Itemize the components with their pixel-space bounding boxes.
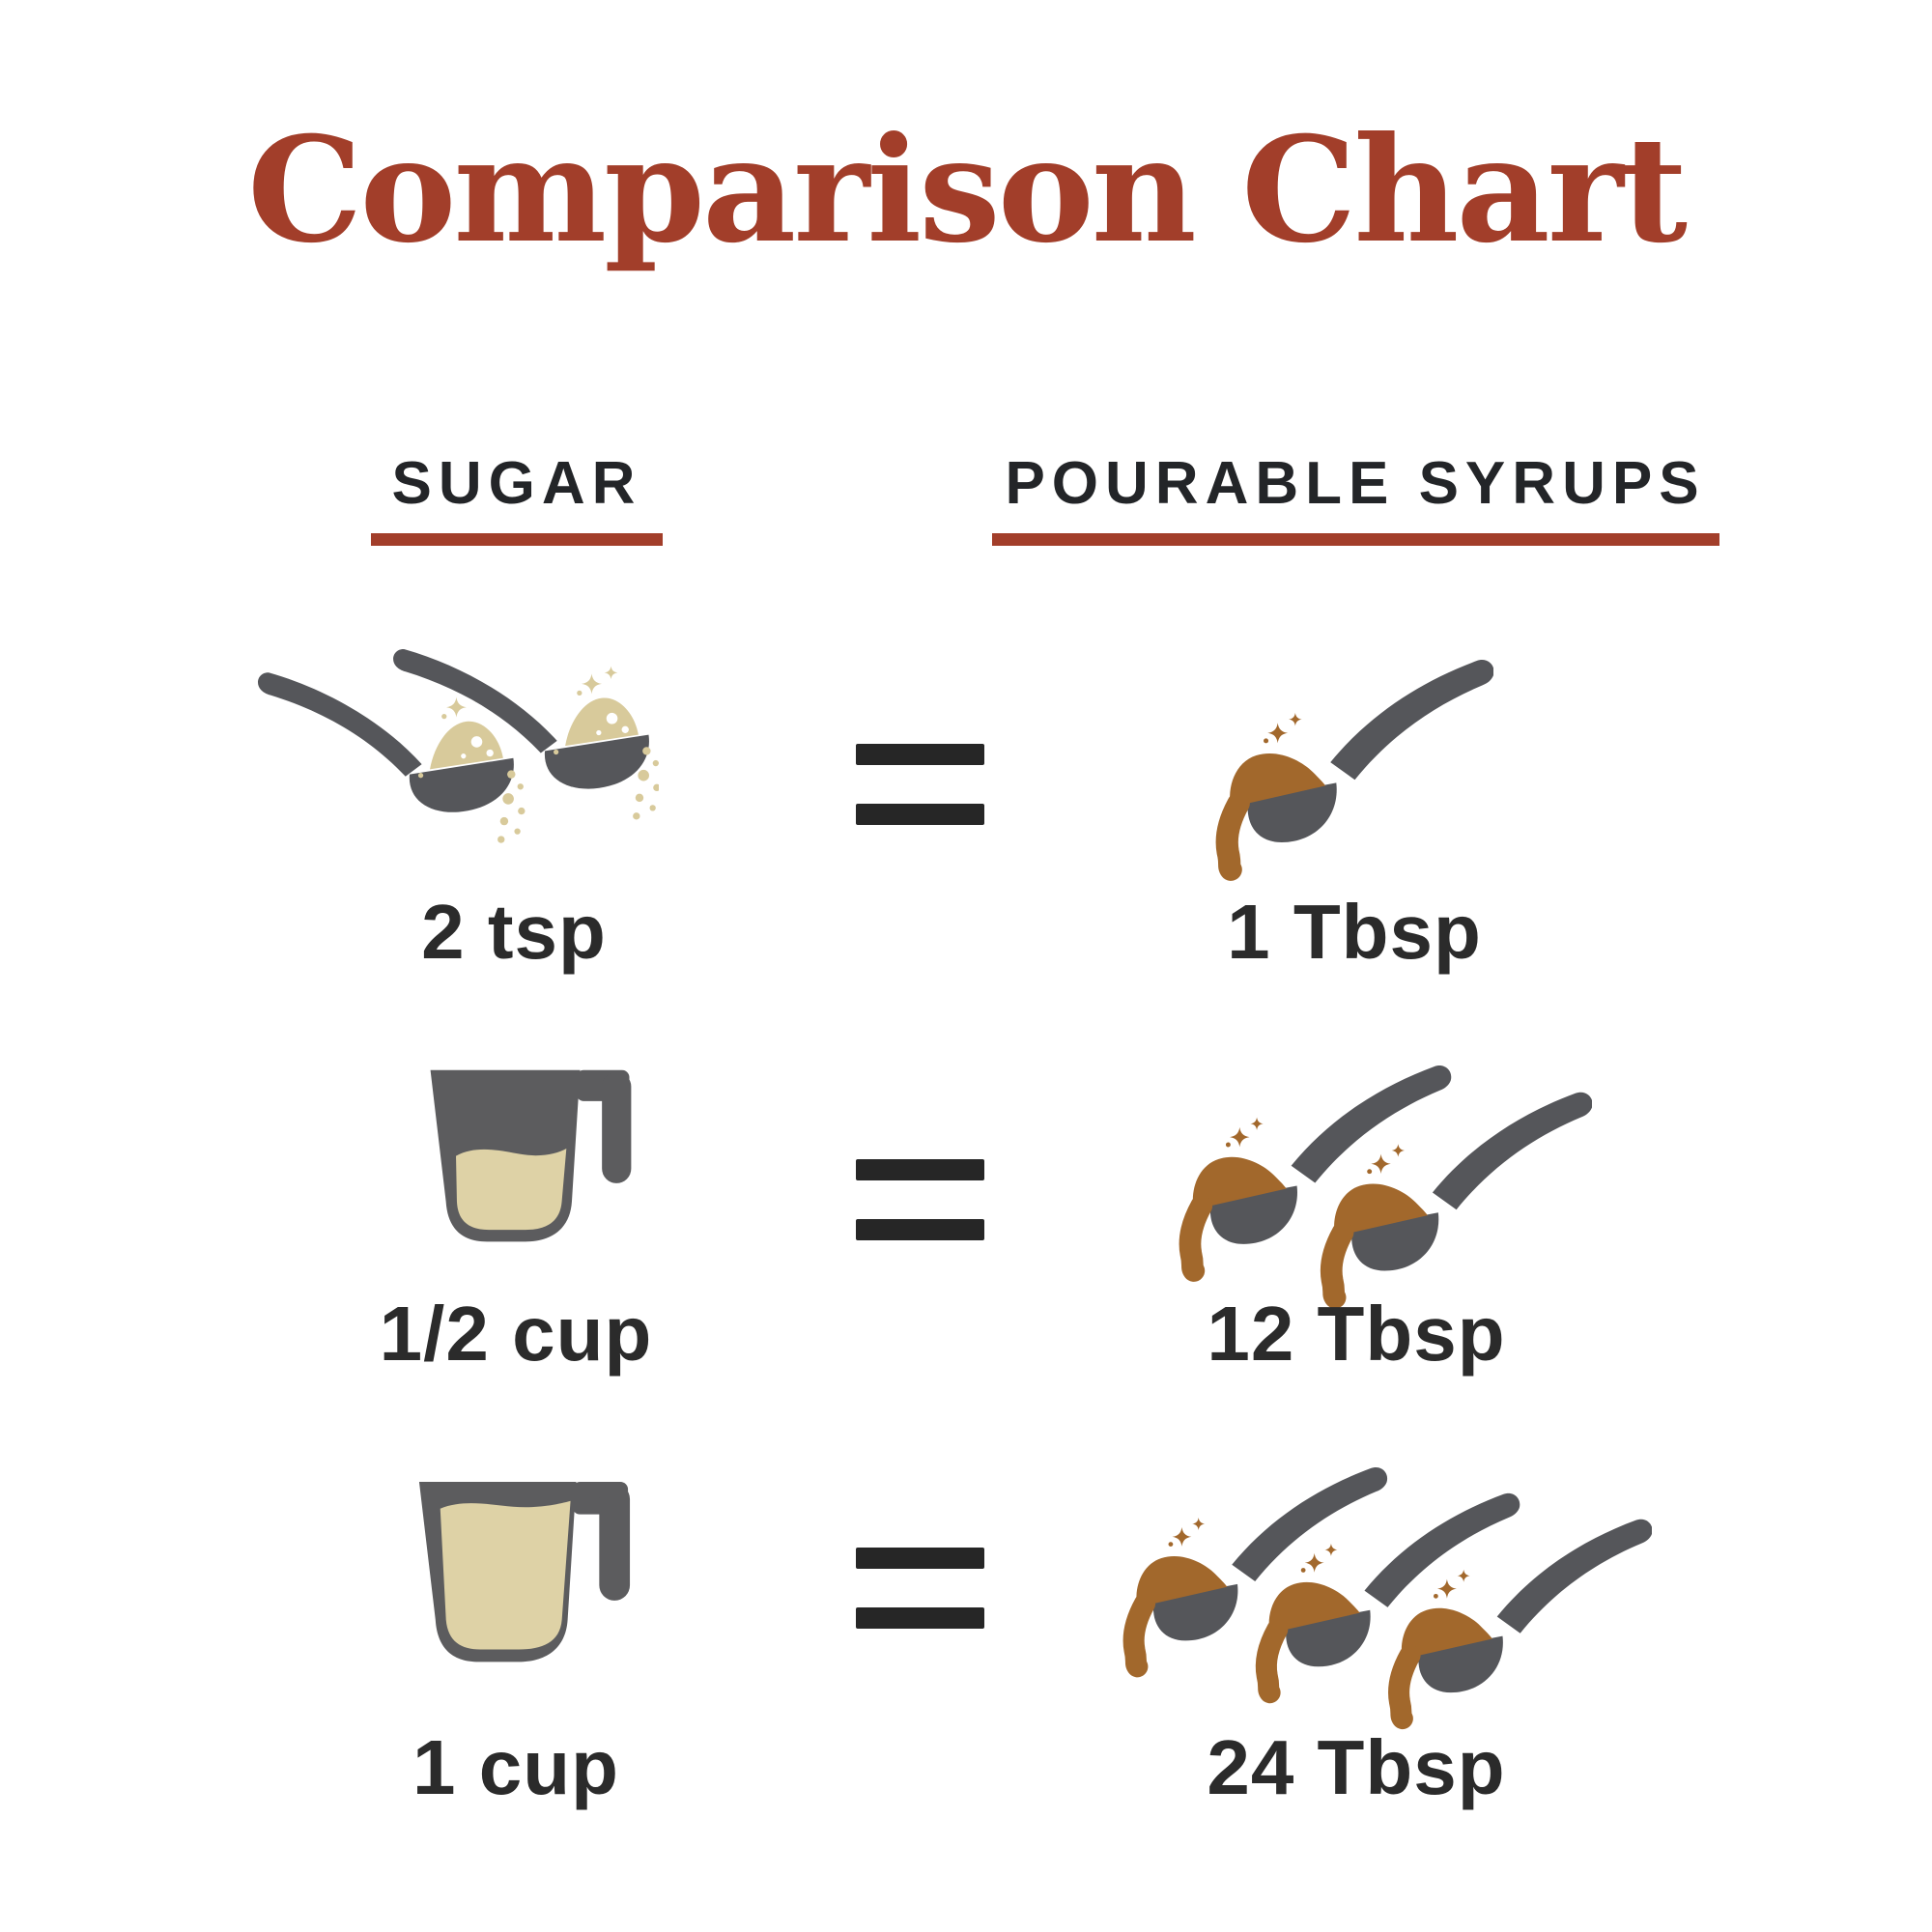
measuring-cup-full-icon: [418, 1481, 631, 1662]
column-header-sugar: SUGAR: [391, 450, 642, 517]
column-header-pourable-syrups: POURABLE SYRUPS: [1005, 450, 1706, 517]
equals-sign: [856, 1548, 984, 1569]
tablespoon-syrup-icon: [1122, 1466, 1652, 1741]
tablespoon-syrup-icon: [1215, 659, 1493, 894]
teaspoon-sugar-icon: [257, 647, 659, 845]
syrup-quantity-label: 12 Tbsp: [1207, 1291, 1506, 1377]
equals-sign: [856, 744, 984, 765]
syrup-quantity-label: 1 Tbsp: [1227, 889, 1482, 975]
sugar-quantity-label: 1 cup: [412, 1724, 619, 1810]
equals-sign: [856, 1219, 984, 1240]
tablespoon-syrup-icon: [1179, 1065, 1592, 1321]
measuring-cup-half-icon: [430, 1069, 632, 1242]
sugar-quantity-label: 2 tsp: [421, 889, 607, 975]
syrup-quantity-label: 24 Tbsp: [1207, 1724, 1506, 1810]
equals-sign: [856, 804, 984, 825]
equals-sign: [856, 1607, 984, 1629]
sugar-quantity-label: 1/2 cup: [379, 1291, 653, 1377]
equals-sign: [856, 1159, 984, 1180]
page-title: Comparison Chart: [247, 105, 1688, 275]
sugar-header-underline: [371, 533, 663, 546]
syrups-header-underline: [992, 533, 1719, 546]
